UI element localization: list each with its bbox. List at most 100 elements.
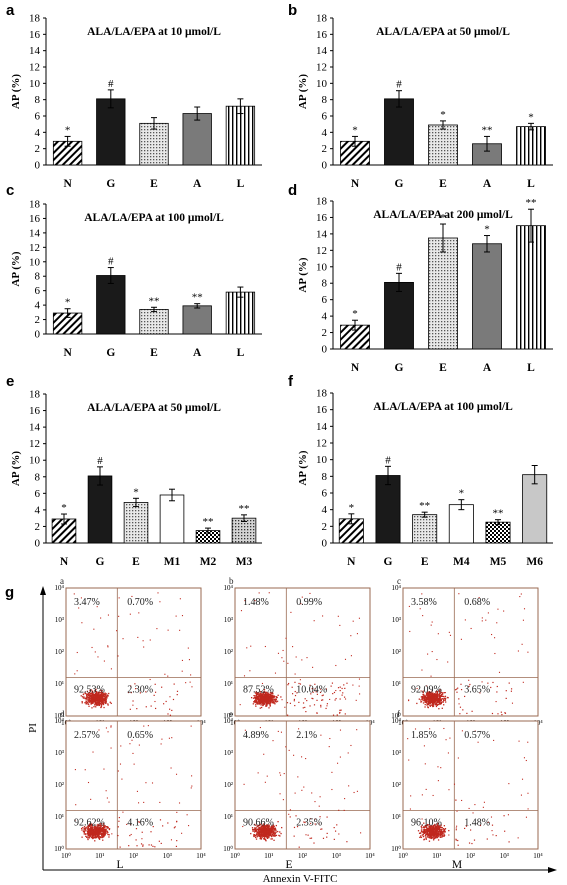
y-tick-label: 18 bbox=[29, 199, 41, 211]
bar-chart-c: c 0 2 4 6 8 10 12 14 16 18 AP (%) ALA/LA/EPA at 100 … bbox=[6, 182, 262, 359]
category-label-M6: M6 bbox=[526, 556, 543, 568]
y-arrow-icon bbox=[40, 586, 46, 595]
category-label-E: E bbox=[132, 556, 140, 568]
flow-plot-N: 3.47%0.70%92.53%2.30%a10⁰10⁰10¹10¹10²10²… bbox=[54, 576, 206, 738]
significance-marker: * bbox=[440, 109, 446, 121]
chart-title: ALA/LA/EPA at 200 μmol/L bbox=[373, 209, 513, 221]
y-tick-label: 18 bbox=[316, 388, 328, 400]
panel-label-d: d bbox=[288, 182, 297, 199]
flow-plot-E: 4.89% 2.1%90.66% 2.35%e10⁰10⁰10¹10¹10²10²1… bbox=[223, 709, 375, 871]
bar-L bbox=[225, 291, 256, 335]
flow-plot-M: 1.85% 0.57%96.10% 1.48%f10⁰10⁰10¹10¹10²10²… bbox=[391, 709, 543, 871]
y-tick-label: 6 bbox=[35, 488, 41, 500]
flow-x-label: Annexin V-FITC bbox=[263, 873, 338, 885]
bar-chart-d: d 0 2 4 6 8 10 12 14 16 18 AP (%) ALA/LA/EPA at 200 … bbox=[288, 182, 553, 374]
y-axis-label: AP (%) bbox=[10, 74, 22, 109]
y-tick-label: 8 bbox=[322, 94, 328, 106]
bar-chart-a: a 0 2 4 6 8 10 12 14 16 18 AP (%) ALA/LA/EPA at 10 μ… bbox=[6, 2, 262, 190]
y-tick-label: 6 bbox=[322, 294, 328, 306]
category-label-N: N bbox=[60, 556, 69, 568]
category-label-G: G bbox=[395, 362, 404, 374]
y-tick-label: 10 bbox=[29, 256, 41, 268]
quadrant-lr: 4.16% bbox=[127, 818, 153, 829]
category-label-E: E bbox=[439, 178, 447, 190]
flow-plot-L: 2.57% 0.65%92.62% 4.16%d10⁰10⁰10¹10¹10²10²… bbox=[54, 709, 206, 871]
category-label-M4: M4 bbox=[453, 556, 470, 568]
quadrant-ul: 4.89% bbox=[243, 730, 269, 741]
y-decade-tick: 10¹ bbox=[55, 680, 64, 688]
flow-sublabel: c bbox=[397, 576, 401, 586]
panel-label-a: a bbox=[6, 2, 15, 19]
y-tick-label: 12 bbox=[29, 438, 40, 450]
y-tick-label: 0 bbox=[322, 344, 328, 356]
quadrant-ul: 2.57% bbox=[74, 730, 100, 741]
bar-E bbox=[139, 309, 169, 335]
y-tick-label: 12 bbox=[29, 62, 40, 74]
y-tick-label: 16 bbox=[29, 29, 41, 41]
y-decade-tick: 10² bbox=[55, 781, 64, 789]
y-tick-label: 12 bbox=[316, 245, 327, 257]
x-decade-tick: 10¹ bbox=[432, 852, 441, 860]
flow-sample-name: M bbox=[452, 859, 462, 871]
significance-marker: * bbox=[61, 502, 67, 514]
y-tick-label: 12 bbox=[316, 62, 327, 74]
category-label-A: A bbox=[483, 362, 492, 374]
y-decade-tick: 10⁰ bbox=[54, 712, 64, 720]
panel-label-b: b bbox=[288, 2, 297, 19]
quadrant-lr: 2.35% bbox=[296, 818, 322, 829]
category-label-A: A bbox=[483, 178, 492, 190]
bar-chart-e: e 0 2 4 6 8 10 12 14 16 18 AP (%) ALA/LA/EPA at 50 μ… bbox=[6, 373, 262, 568]
y-tick-label: 16 bbox=[29, 405, 41, 417]
x-decade-tick: 10⁰ bbox=[230, 852, 240, 860]
y-tick-label: 0 bbox=[35, 160, 41, 172]
bar-A bbox=[182, 113, 212, 166]
y-tick-label: 14 bbox=[316, 421, 328, 433]
y-decade-tick: 10¹ bbox=[224, 813, 233, 821]
category-label-L: L bbox=[527, 362, 535, 374]
category-label-E: E bbox=[421, 556, 429, 568]
y-tick-label: 18 bbox=[316, 196, 328, 208]
category-label-N: N bbox=[63, 347, 72, 359]
y-tick-label: 8 bbox=[35, 271, 41, 283]
chart-title: ALA/LA/EPA at 50 μmol/L bbox=[87, 402, 221, 414]
bar-E bbox=[123, 502, 149, 544]
y-decade-tick: 10¹ bbox=[224, 680, 233, 688]
x-decade-tick: 10⁴ bbox=[196, 852, 206, 860]
flow-plot-frame bbox=[402, 720, 539, 850]
bar-L bbox=[516, 126, 546, 166]
quadrant-lr: 10.04% bbox=[296, 685, 327, 696]
y-decade-tick: 10⁰ bbox=[391, 712, 401, 720]
y-decade-tick: 10¹ bbox=[55, 813, 64, 821]
flow-plot-frame bbox=[402, 587, 539, 717]
category-label-N: N bbox=[351, 362, 360, 374]
significance-marker: # bbox=[108, 256, 114, 268]
flow-sublabel: a bbox=[60, 576, 64, 586]
y-tick-label: 8 bbox=[322, 278, 328, 290]
quadrant-lr: 2.30% bbox=[127, 685, 153, 696]
bar-E bbox=[412, 514, 438, 544]
bar-A bbox=[182, 305, 212, 335]
quadrant-ul: 3.58% bbox=[411, 597, 437, 608]
y-decade-tick: 10⁰ bbox=[223, 845, 233, 853]
quadrant-ll: 92.09% bbox=[411, 685, 442, 696]
y-tick-label: 16 bbox=[29, 213, 41, 225]
y-tick-label: 0 bbox=[322, 538, 328, 550]
y-tick-label: 6 bbox=[35, 111, 41, 123]
flow-sample-name: L bbox=[116, 859, 123, 871]
significance-marker: # bbox=[396, 261, 402, 273]
scatter-dots bbox=[239, 592, 361, 716]
y-tick-label: 4 bbox=[322, 504, 328, 516]
y-decade-tick: 10² bbox=[392, 781, 401, 789]
category-label-M1: M1 bbox=[164, 556, 181, 568]
y-decade-tick: 10³ bbox=[392, 616, 401, 624]
significance-marker: * bbox=[352, 308, 358, 320]
y-tick-label: 16 bbox=[316, 404, 328, 416]
x-arrow-icon bbox=[548, 867, 557, 873]
significance-marker: * bbox=[352, 124, 358, 136]
x-decade-tick: 10³ bbox=[332, 852, 341, 860]
category-label-N: N bbox=[63, 178, 72, 190]
y-decade-tick: 10³ bbox=[224, 616, 233, 624]
y-decade-tick: 10³ bbox=[55, 616, 64, 624]
flow-y-label: PI bbox=[27, 723, 39, 733]
